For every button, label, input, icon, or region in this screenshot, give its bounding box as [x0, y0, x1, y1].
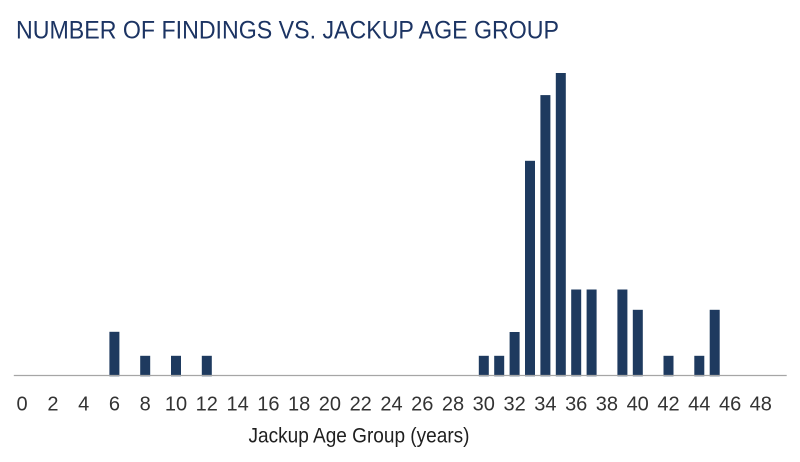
svg-text:6: 6 — [109, 394, 120, 416]
svg-text:0: 0 — [17, 394, 28, 416]
svg-text:46: 46 — [719, 394, 741, 416]
svg-text:30: 30 — [473, 394, 495, 416]
svg-text:44: 44 — [688, 394, 710, 416]
svg-text:38: 38 — [596, 394, 618, 416]
svg-text:16: 16 — [257, 394, 279, 416]
svg-text:NUMBER OF FINDINGS VS. JACKUP: NUMBER OF FINDINGS VS. JACKUP AGE GROUP — [16, 17, 559, 45]
svg-text:8: 8 — [140, 394, 151, 416]
svg-text:22: 22 — [350, 394, 372, 416]
svg-text:32: 32 — [503, 394, 525, 416]
svg-text:40: 40 — [627, 394, 649, 416]
svg-text:10: 10 — [165, 394, 187, 416]
svg-text:20: 20 — [319, 394, 341, 416]
svg-text:14: 14 — [226, 394, 248, 416]
svg-text:12: 12 — [196, 394, 218, 416]
svg-text:Jackup Age Group (years): Jackup Age Group (years) — [249, 425, 470, 448]
svg-text:4: 4 — [78, 394, 89, 416]
svg-text:34: 34 — [534, 394, 556, 416]
svg-text:18: 18 — [288, 394, 310, 416]
svg-text:28: 28 — [442, 394, 464, 416]
svg-text:24: 24 — [380, 394, 402, 416]
svg-text:2: 2 — [47, 394, 58, 416]
svg-text:26: 26 — [411, 394, 433, 416]
svg-text:48: 48 — [750, 394, 772, 416]
svg-text:36: 36 — [565, 394, 587, 416]
svg-text:42: 42 — [657, 394, 679, 416]
